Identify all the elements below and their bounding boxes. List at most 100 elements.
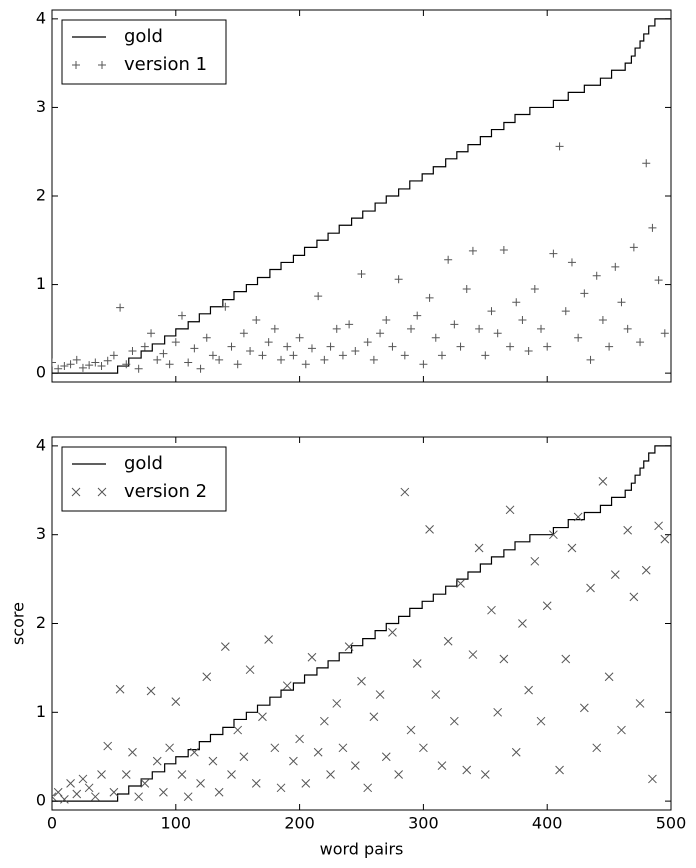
x-tick-label: 0 [47,814,57,833]
marker [512,298,521,307]
x-tick-label: 500 [656,814,687,833]
marker [183,792,193,802]
marker [60,362,69,371]
marker [475,324,484,333]
marker [388,342,397,351]
y-tick-label: 4 [36,435,46,454]
marker [289,756,298,766]
marker [289,351,298,360]
marker [598,477,608,486]
marker [636,338,645,347]
marker [654,521,663,531]
marker [54,364,63,373]
marker [487,307,496,316]
marker [147,329,156,338]
marker [537,324,546,333]
subplot: 0 1 2 3 4 0 100 200 300 400 500 word pairs score gold… [9,435,687,858]
marker [202,672,212,682]
x-tick-label: 400 [532,814,563,833]
x-tick-label: 100 [161,814,192,833]
marker [128,347,137,355]
marker [215,355,224,364]
marker [301,360,310,369]
marker [295,333,304,342]
marker [140,342,149,351]
marker [431,333,440,342]
marker [90,792,100,802]
marker [264,338,273,347]
marker [326,770,335,779]
marker [313,747,323,757]
y-tick-label: 3 [36,97,46,116]
marker [654,276,663,285]
marker [357,269,366,278]
marker [604,672,614,682]
marker [369,355,378,364]
marker [78,774,88,784]
marker [140,779,150,788]
marker [245,665,255,675]
marker [493,329,502,338]
marker [109,787,119,797]
y-tick-label: 3 [36,524,46,543]
marker [258,351,267,360]
marker [660,534,670,544]
legend-marker [72,61,106,69]
marker [190,344,199,353]
marker [635,699,645,708]
marker [307,344,316,353]
marker [549,530,558,540]
marker [561,654,571,664]
marker [481,351,490,360]
legend-marker [71,487,107,497]
marker [598,316,607,324]
legend-label: version 2 [124,481,207,502]
marker [456,342,465,351]
y-axis-label: score [9,602,28,645]
marker [53,787,63,797]
marker [233,725,243,735]
marker [350,761,360,770]
marker [122,360,131,369]
marker [332,699,342,708]
legend-label: version 1 [124,54,207,75]
marker [524,685,533,695]
marker [462,765,472,775]
marker [617,298,626,307]
marker [338,351,347,360]
marker [363,338,372,347]
marker [375,690,385,699]
marker [320,355,329,364]
marker [214,787,224,797]
marker [456,579,465,588]
marker [239,752,249,762]
y-tick-label: 4 [36,8,46,27]
marker [394,275,403,284]
marker [506,342,515,351]
marker [567,543,577,553]
marker [258,712,267,722]
marker [449,716,459,726]
marker [431,690,441,699]
marker [196,364,205,373]
marker [52,358,56,367]
marker [611,262,620,271]
marker [146,686,156,696]
marker [116,303,125,312]
marker [468,650,478,659]
marker [165,360,174,369]
marker [184,358,193,367]
marker [629,592,639,602]
marker [326,342,335,351]
marker [165,743,174,753]
x-tick-label: 200 [284,814,315,833]
x-axis-label: word pairs [320,840,404,859]
marker [586,355,595,364]
marker [227,770,236,779]
marker [444,255,453,264]
marker [425,293,434,302]
marker [413,311,422,320]
marker [580,289,589,298]
marker [103,741,113,751]
y-tick-label: 0 [36,791,46,810]
